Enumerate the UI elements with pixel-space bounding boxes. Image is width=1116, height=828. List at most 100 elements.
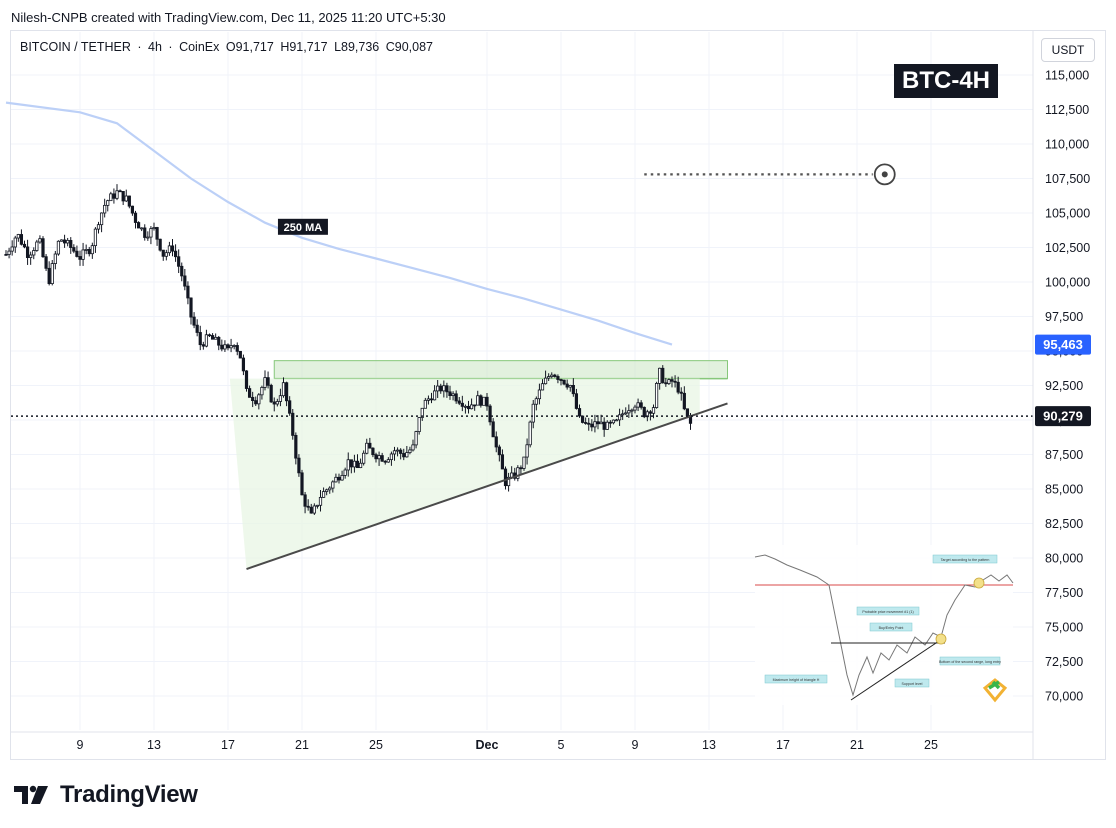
candle-body bbox=[411, 444, 415, 451]
price-tags: 95,463 90,279 bbox=[1035, 334, 1091, 427]
inset-logo-check-icon bbox=[988, 680, 1001, 690]
inset-entry-highlight bbox=[935, 633, 947, 645]
last-price-tag-bg bbox=[1035, 406, 1091, 427]
candle-body bbox=[497, 446, 501, 456]
candle-body bbox=[519, 467, 523, 470]
y-tick-label: 82,500 bbox=[1045, 517, 1083, 531]
candle-body bbox=[177, 256, 181, 267]
candle-body bbox=[41, 238, 45, 258]
candle-body bbox=[217, 336, 221, 346]
candle-body bbox=[263, 377, 267, 388]
inset-annotation-box bbox=[894, 678, 930, 688]
y-tick-label: 70,000 bbox=[1045, 690, 1083, 704]
candle-body bbox=[75, 250, 79, 257]
candle-body bbox=[56, 240, 61, 255]
candle-body bbox=[38, 238, 42, 243]
candle-body bbox=[608, 421, 612, 424]
candle-body bbox=[226, 344, 230, 349]
time-axis: 9 13 17 21 25 Dec 5 9 13 17 21 25 bbox=[10, 731, 1033, 752]
candle-body bbox=[195, 324, 199, 333]
candle-body bbox=[639, 402, 643, 408]
candle-body bbox=[500, 454, 505, 470]
tradingview-footer[interactable]: TradingView bbox=[14, 781, 198, 809]
candle-body bbox=[272, 401, 276, 405]
candle-body bbox=[580, 415, 585, 423]
candle-body bbox=[568, 384, 572, 388]
candle-body bbox=[448, 391, 452, 396]
candle-body bbox=[136, 222, 141, 229]
candle-body bbox=[587, 422, 591, 425]
candle-body bbox=[584, 422, 588, 424]
candle-body bbox=[469, 404, 474, 410]
y-tick-label: 105,000 bbox=[1045, 207, 1090, 221]
candle-body bbox=[99, 212, 104, 226]
candle-body bbox=[291, 412, 295, 436]
candle-body bbox=[352, 460, 357, 468]
ma-price-tag: 95,463 bbox=[1043, 337, 1083, 352]
candle-body bbox=[241, 357, 246, 372]
y-tick-label: 97,500 bbox=[1045, 310, 1083, 324]
candle-body bbox=[349, 459, 353, 468]
candle-body bbox=[315, 504, 320, 507]
candle-body bbox=[636, 402, 640, 408]
candle-body bbox=[664, 382, 668, 385]
inset-annotation-box bbox=[764, 674, 828, 684]
candle-body bbox=[53, 253, 57, 264]
candle-body bbox=[44, 256, 48, 269]
candle-body bbox=[408, 449, 412, 453]
candle-body bbox=[624, 412, 628, 415]
chart-attribution: Nilesh-CNPB created with TradingView.com… bbox=[11, 10, 446, 25]
candle-body bbox=[62, 239, 67, 244]
candle-body bbox=[189, 297, 193, 318]
candle-body bbox=[158, 238, 162, 251]
inset-annotation-box bbox=[932, 554, 998, 564]
ohlc-high: H91,717 bbox=[280, 40, 328, 54]
x-tick-label: 25 bbox=[924, 738, 938, 752]
candle-body bbox=[300, 472, 304, 496]
candle-body bbox=[25, 246, 30, 258]
y-tick-label: 102,500 bbox=[1045, 241, 1090, 255]
y-tick-label: 75,000 bbox=[1045, 621, 1083, 635]
x-tick-label: 25 bbox=[369, 738, 383, 752]
candle-body bbox=[374, 454, 378, 460]
candle-body bbox=[392, 450, 397, 455]
chart-area[interactable] bbox=[0, 30, 1116, 768]
candle-body bbox=[559, 379, 563, 381]
inset-annotation-label: Maximum height of triangle H bbox=[773, 678, 820, 682]
currency-button[interactable]: USDT bbox=[1041, 38, 1095, 62]
candle-body bbox=[630, 409, 634, 412]
candle-body bbox=[143, 227, 147, 238]
candle-body bbox=[547, 376, 551, 379]
candle-body bbox=[358, 462, 363, 469]
candle-body bbox=[574, 393, 579, 409]
candle-body bbox=[565, 383, 569, 388]
candle-body bbox=[164, 252, 168, 257]
candle-body bbox=[491, 421, 495, 438]
inset-annotation-label: Probable price movement #1 (1) bbox=[862, 610, 913, 614]
inset-pattern-chart: Target according to the pattern Probable … bbox=[754, 545, 1014, 705]
dot-sep-1: · bbox=[137, 40, 142, 54]
ohlc-open: O91,717 bbox=[225, 40, 274, 54]
candle-body bbox=[214, 336, 218, 340]
candle-body bbox=[506, 476, 511, 487]
candle-body bbox=[621, 413, 625, 416]
candle-body bbox=[72, 247, 76, 252]
candle-body bbox=[220, 344, 224, 350]
candle-body bbox=[146, 236, 150, 239]
candle-body bbox=[617, 414, 622, 421]
candle-body bbox=[605, 421, 609, 430]
ohlc-close: C90,087 bbox=[385, 40, 433, 54]
ma-label: 250 MA bbox=[284, 222, 323, 234]
candle-body bbox=[251, 396, 255, 402]
candle-body bbox=[460, 402, 464, 407]
x-tick-label: 21 bbox=[295, 738, 309, 752]
candle-body bbox=[325, 489, 329, 492]
inset-annotation-label: Bottom of the second range, long entry bbox=[939, 660, 1001, 664]
candle-body bbox=[614, 419, 619, 422]
candle-body bbox=[365, 442, 369, 454]
candle-body bbox=[35, 241, 39, 251]
candle-body bbox=[611, 419, 616, 424]
candle-body bbox=[661, 367, 665, 384]
inset-price-line bbox=[754, 554, 1014, 697]
